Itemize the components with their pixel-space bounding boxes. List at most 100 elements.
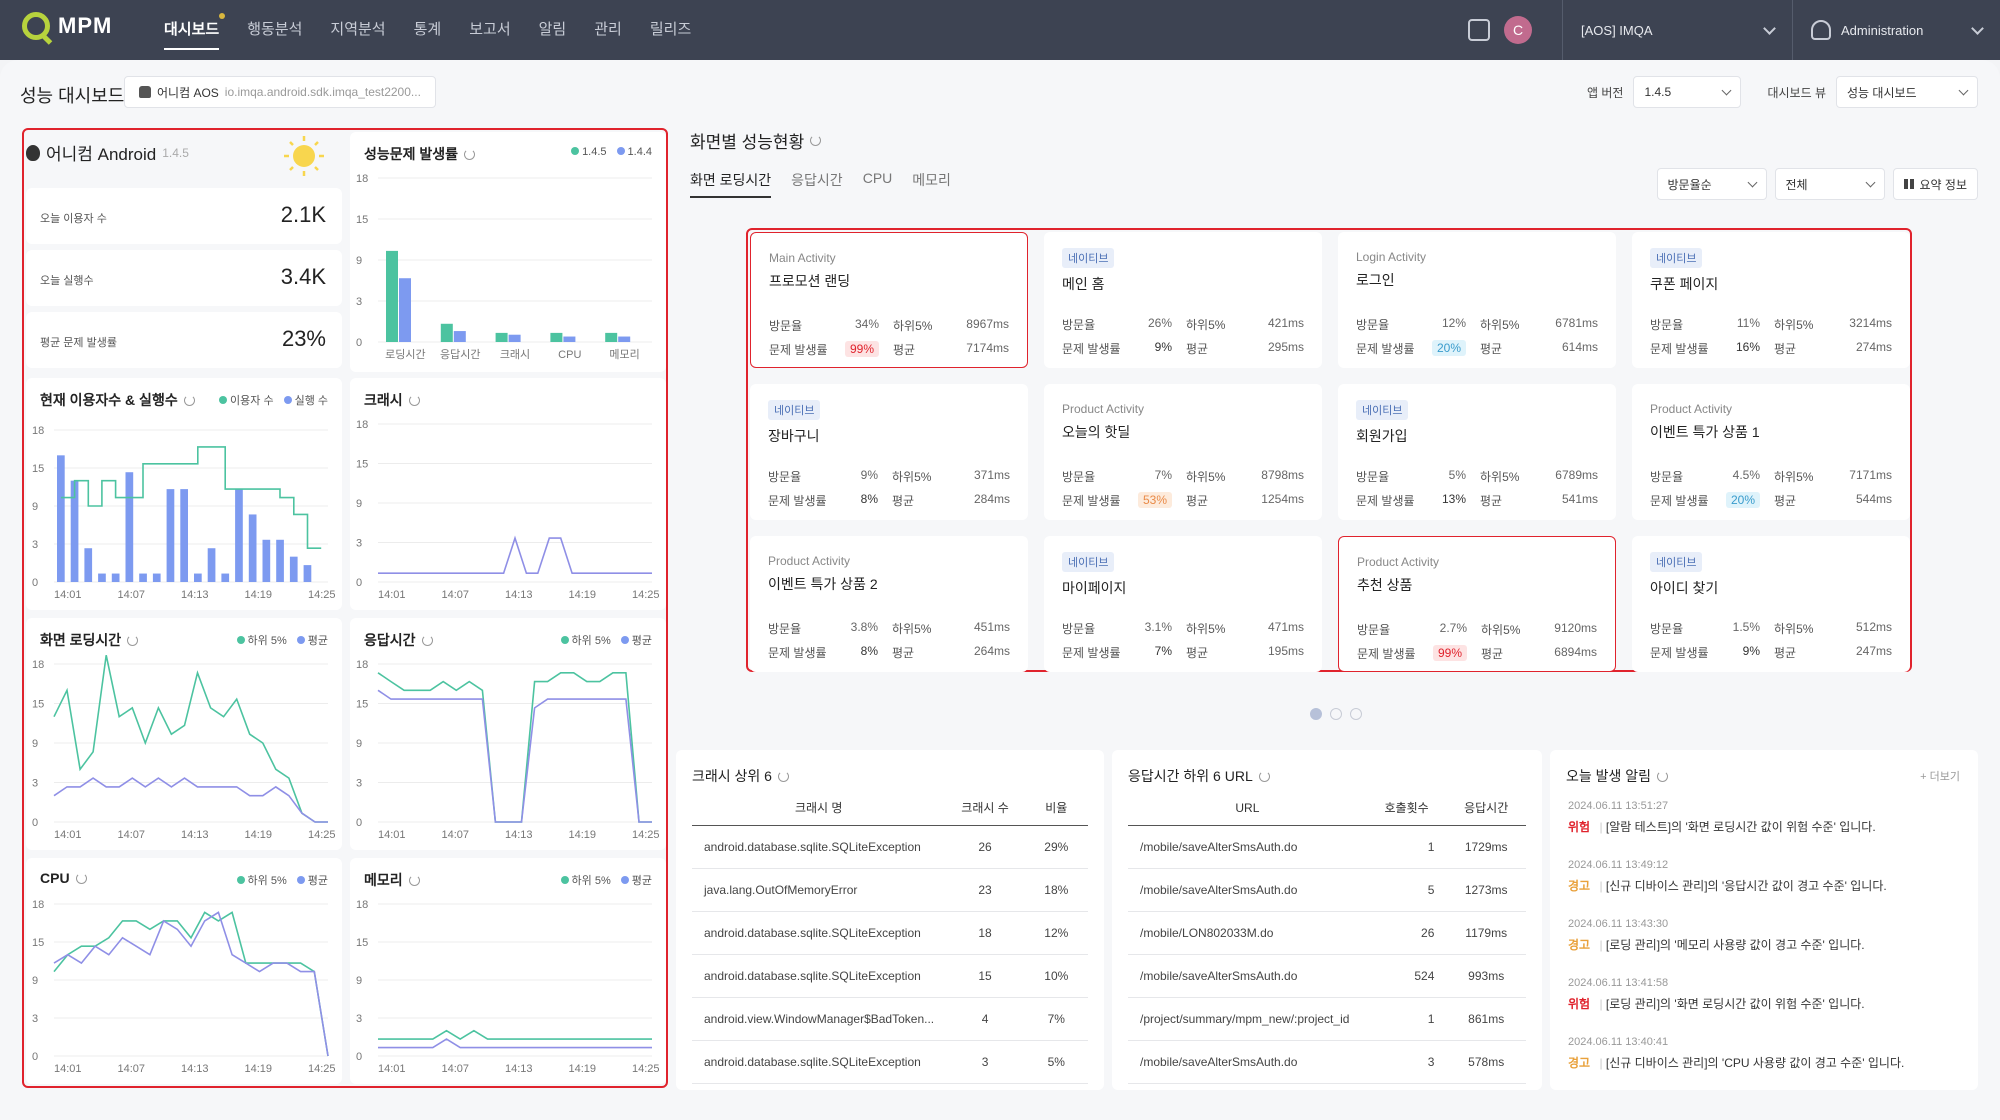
nav-label: 대시보드 (164, 21, 220, 38)
activity-name: Product Activity (768, 554, 851, 568)
mpm-logo[interactable]: MPM (22, 12, 112, 40)
issue-label: 문제 발생률 (1650, 342, 1709, 356)
nav-behavior[interactable]: 행동분석 (247, 21, 303, 38)
table-header: 크래시 명 크래시 수 비율 (692, 790, 1088, 826)
table-cell: java.lang.OutOfMemoryError (704, 883, 858, 897)
refresh-icon[interactable] (464, 148, 476, 160)
logo-text: MPM (58, 13, 113, 38)
column-header: 호출횟수 (1384, 801, 1429, 815)
screen-card[interactable]: Product Activity 이벤트 특가 상품 1 방문율 4.5% 하위5% 71… (1632, 384, 1910, 520)
table-row[interactable]: java.lang.OutOfMemoryError 23 18% (692, 869, 1088, 912)
table-row[interactable]: /mobile/saveAlterSmsAuth.do 1 1729ms (1128, 826, 1526, 869)
refresh-icon[interactable] (183, 394, 195, 406)
visit-label: 방문율 (1356, 470, 1390, 484)
filter-select[interactable]: 전체 (1774, 168, 1885, 200)
column-header: 크래시 수 (961, 801, 1009, 815)
bar (207, 548, 216, 582)
view-select[interactable]: 성능 대시보드 (1836, 76, 1978, 108)
refresh-icon[interactable] (127, 634, 139, 646)
nav-stats[interactable]: 통계 (413, 21, 442, 38)
user-menu[interactable]: Administration (1792, 0, 2000, 60)
legend-label: 평균 (307, 875, 328, 887)
page-dot-2[interactable] (1330, 708, 1342, 720)
chevron-down-icon (1763, 21, 1776, 35)
legend-dot (296, 876, 305, 884)
screen-card[interactable]: 네이티브 메인 홈 방문율 26% 하위5% 421ms 문제 발생률 9% 평균 295ms (1044, 232, 1322, 368)
table-row[interactable]: android.view.WindowManager$BadToken... 4 7… (692, 998, 1088, 1041)
refresh-icon[interactable] (408, 874, 420, 886)
screen-card[interactable]: Product Activity 추천 상품 방문율 2.7% 하위5% 9120ms 문제… (1338, 536, 1616, 672)
refresh-icon[interactable] (810, 135, 822, 146)
screen-card[interactable]: Login Activity 로그인 방문율 12% 하위5% 6781ms 문제 발생률 2… (1338, 232, 1616, 368)
mobile-device-icon[interactable] (1468, 19, 1490, 41)
tab-loading[interactable]: 화면 로딩시간 (690, 170, 772, 198)
summary-info-button[interactable]: 요약 정보 (1892, 168, 1978, 200)
table-row[interactable]: android.database.sqlite.SQLiteException 2… (692, 826, 1088, 869)
refresh-icon[interactable] (75, 872, 87, 884)
alert-item[interactable]: 2024.06.11 13:49:12 경고 | [신규 디바이스 관리]의 '응… (1568, 859, 1960, 918)
sort-select[interactable]: 방문율순 (1656, 168, 1767, 200)
avatar[interactable]: C (1504, 16, 1532, 44)
x-tick-label: 14:25 (632, 829, 660, 841)
table-row[interactable]: /mobile/LON802033M.do 26 1179ms (1128, 912, 1526, 955)
nav-alert[interactable]: 알림 (538, 21, 567, 38)
screen-card[interactable]: 네이티브 쿠폰 페이지 방문율 11% 하위5% 3214ms 문제 발생률 16% 평균 274… (1632, 232, 1910, 368)
avg-value: 541ms (1561, 492, 1598, 506)
table-row[interactable]: /mobile/saveAlterSmsAuth.do 3 578ms (1128, 1041, 1526, 1084)
tab-response[interactable]: 응답시간 (791, 172, 843, 188)
tab-memory[interactable]: 메모리 (912, 172, 951, 188)
visit-value: 34% (854, 317, 879, 331)
nav-report[interactable]: 보고서 (469, 21, 511, 38)
screen-card[interactable]: Product Activity 오늘의 핫딜 방문율 7% 하위5% 8798ms 문제 … (1044, 384, 1322, 520)
alert-item[interactable]: 2024.06.11 13:43:30 경고 | [로딩 관리]의 '메모리 사용… (1568, 918, 1960, 977)
refresh-icon[interactable] (421, 634, 433, 646)
sun-icon (284, 136, 324, 176)
alert-item[interactable]: 2024.06.11 13:51:27 위험 | [알람 테스트]의 '화면 로딩… (1568, 800, 1960, 859)
nav-region[interactable]: 지역분석 (330, 21, 386, 38)
avg-value: 264ms (973, 644, 1010, 658)
screen-card[interactable]: 네이티브 아이디 찾기 방문율 1.5% 하위5% 512ms 문제 발생률 9% 평균 247m… (1632, 536, 1910, 672)
bar (303, 565, 312, 582)
app-version: 1.4.5 (162, 145, 189, 160)
table-row[interactable]: android.database.sqlite.SQLiteException 3… (692, 1041, 1088, 1084)
table-row[interactable]: android.database.sqlite.SQLiteException 1… (692, 912, 1088, 955)
table-row[interactable]: /mobile/saveAlterSmsAuth.do 5 1273ms (1128, 869, 1526, 912)
table-cell: 3 (981, 1055, 989, 1069)
visit-value: 11% (1736, 316, 1760, 330)
screen-card[interactable]: Product Activity 이벤트 특가 상품 2 방문율 3.8% 하위5% 45… (750, 536, 1028, 672)
nav-dashboard[interactable]: 대시보드 (150, 0, 233, 60)
screen-card[interactable]: Main Activity 프로모션 랜딩 방문율 34% 하위5% 8967ms 문제 발… (750, 232, 1028, 368)
users-chart: 18 15 9 3 0 14:01 14:07 14:13 14:19 14:25 (32, 425, 336, 601)
user-icon (1811, 20, 1831, 40)
table-row[interactable]: android.database.sqlite.SQLiteException 1… (692, 955, 1088, 998)
more-link[interactable]: + 더보기 (1920, 771, 1960, 783)
screen-card[interactable]: 네이티브 장바구니 방문율 9% 하위5% 371ms 문제 발생률 8% 평균 284ms (750, 384, 1028, 520)
bar (180, 489, 188, 582)
chevron-down-icon (1722, 85, 1732, 96)
nav-manage[interactable]: 관리 (594, 21, 622, 38)
table-row[interactable]: /project/summary/mpm_new/:project_id 1 861… (1128, 998, 1526, 1041)
refresh-icon[interactable] (1258, 770, 1270, 782)
page-dot-1[interactable] (1310, 708, 1322, 720)
alert-item[interactable]: 2024.06.11 13:41:58 위험 | [로딩 관리]의 '화면 로딩시… (1568, 977, 1960, 1036)
bar (289, 556, 298, 582)
version-select[interactable]: 1.4.5 (1633, 76, 1742, 108)
table-row[interactable]: /mobile/saveAlterSmsAuth.do 524 993ms (1128, 955, 1526, 998)
tab-cpu[interactable]: CPU (862, 170, 893, 186)
response-chart: 18 15 9 3 0 14:01 14:07 14:13 14:19 14:25 (356, 659, 660, 841)
app-selector[interactable]: 어니컴 AOS io.imqa.android.sdk.imqa_test220… (124, 76, 436, 108)
alert-item[interactable]: 2024.06.11 13:40:41 경고 | [신규 디바이스 관리]의 'C… (1568, 1036, 1960, 1095)
project-select[interactable]: [AOS] IMQA (1562, 0, 1792, 60)
screen-card[interactable]: 네이티브 회원가입 방문율 5% 하위5% 6789ms 문제 발생률 13% 평균 541ms (1338, 384, 1616, 520)
y-tick-label: 9 (356, 255, 362, 267)
screen-card[interactable]: 네이티브 마이페이지 방문율 3.1% 하위5% 471ms 문제 발생률 7% 평균 195ms (1044, 536, 1322, 672)
refresh-icon[interactable] (408, 394, 420, 406)
card-title-text: 크래시 (364, 392, 403, 408)
refresh-icon[interactable] (777, 770, 789, 782)
nav-release[interactable]: 릴리즈 (649, 21, 692, 38)
visit-label: 방문율 (1062, 622, 1096, 636)
refresh-icon[interactable] (1657, 770, 1669, 782)
y-tick-label: 0 (32, 817, 38, 829)
app-title: 어니컴 Android 1.4.5 (26, 140, 189, 165)
page-dot-3[interactable] (1350, 708, 1362, 720)
